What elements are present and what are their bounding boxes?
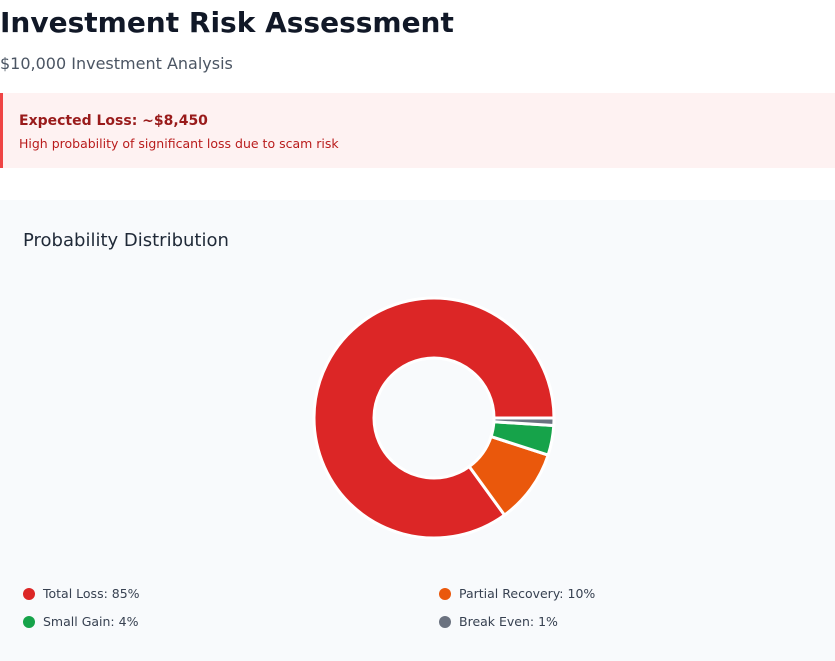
legend-marker [23, 615, 35, 628]
legend-entry: Partial Recovery: 10% [439, 586, 595, 601]
legend-label: Small Gain: 4% [43, 614, 139, 629]
alert-title: Expected Loss: ~$8,450 [19, 113, 208, 129]
legend-marker [23, 587, 35, 600]
legend-marker [439, 615, 451, 628]
chart-title: Probability Distribution [23, 230, 229, 251]
legend-label: Partial Recovery: 10% [459, 586, 596, 601]
legend-entry: Total Loss: 85% [23, 586, 140, 601]
chart [312, 296, 556, 540]
alert-message: High probability of significant loss due… [19, 136, 339, 151]
chart-card: Probability Distribution Total Loss: 85%… [0, 200, 835, 661]
legend-entry: Small Gain: 4% [23, 614, 138, 629]
donut-segment [492, 416, 556, 428]
legend-label: Break Even: 1% [459, 614, 558, 629]
legend-marker [439, 587, 451, 600]
alert-box: Expected Loss: ~$8,450 High probability … [0, 93, 835, 168]
legend-entry: Break Even: 1% [439, 614, 558, 629]
donut-segment [312, 296, 556, 540]
page-title: Investment Risk Assessment [0, 6, 454, 39]
legend-label: Total Loss: 85% [43, 586, 140, 601]
page-subtitle: $10,000 Investment Analysis [0, 54, 233, 73]
